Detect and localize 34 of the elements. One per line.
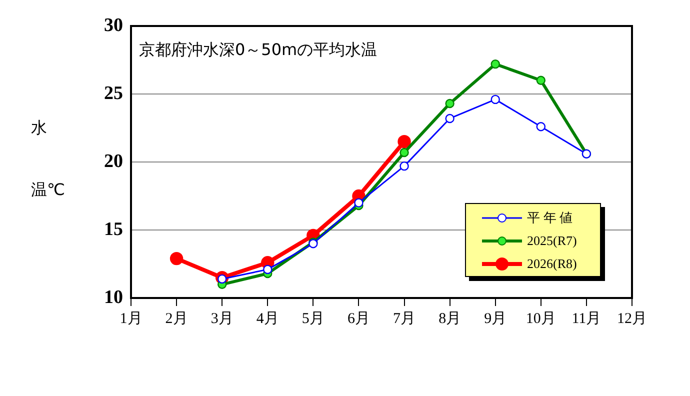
x-tick-label: 6月	[347, 310, 370, 327]
x-tick-label: 1月	[120, 310, 142, 327]
text: 京都府沖水深0～50mの平均水温	[139, 40, 378, 60]
y-tick-label: 20	[104, 150, 123, 172]
point	[263, 264, 272, 274]
point	[445, 114, 454, 124]
legend-label: 平 年 値	[527, 208, 572, 226]
x-tick-label: 3月	[210, 310, 234, 327]
y-tick-label: 30	[104, 14, 123, 36]
point	[354, 198, 364, 208]
x-tick-label: 5月	[302, 310, 324, 327]
x-tick-label: 7月	[393, 310, 416, 327]
x-tick-label: 10月	[526, 310, 556, 327]
point	[536, 122, 546, 132]
point	[490, 94, 500, 104]
x-tick-label: 8月	[438, 310, 462, 327]
point	[536, 76, 546, 85]
y-tick-label: 15	[104, 218, 123, 240]
point	[170, 252, 184, 266]
x-tick-label: 9月	[484, 310, 507, 327]
x-tick-label: 4月	[256, 310, 279, 327]
point	[400, 148, 409, 158]
x-tick-label: 12月	[617, 310, 647, 327]
point	[445, 98, 454, 108]
x-tick-label: 11月	[572, 310, 602, 327]
point	[490, 59, 500, 69]
point	[400, 161, 409, 171]
legend-label: 2026(R8)	[527, 256, 577, 272]
y-tick-label: 25	[104, 82, 123, 104]
text: 水温℃	[31, 118, 65, 199]
point	[398, 135, 411, 148]
x-tick-label: 2月	[165, 310, 188, 327]
legend-label: 2025(R7)	[527, 232, 577, 248]
y-tick-label: 10	[104, 286, 123, 308]
